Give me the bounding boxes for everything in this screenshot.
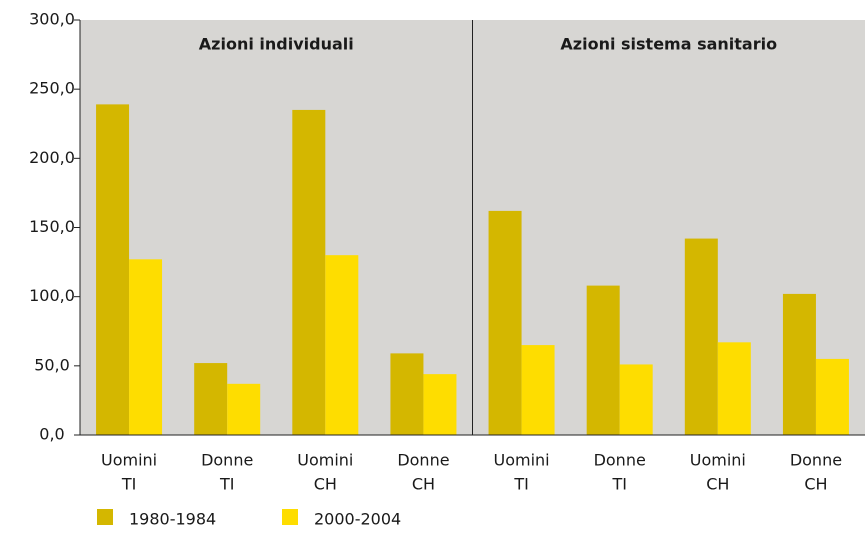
legend-swatch — [282, 509, 298, 525]
legend-label: 1980-1984 — [129, 510, 216, 529]
bar — [619, 364, 653, 435]
x-tick-label: Donne — [397, 451, 449, 470]
bar — [684, 238, 718, 435]
x-tick-label: TI — [513, 475, 529, 494]
x-tick-label: Uomini — [101, 451, 157, 470]
bar — [390, 353, 424, 435]
legend-swatch — [97, 509, 113, 525]
x-tick-label: Uomini — [297, 451, 353, 470]
bar — [325, 255, 359, 435]
x-tick-label: TI — [121, 475, 137, 494]
bar — [194, 363, 228, 435]
y-tick-label: 250,0 — [29, 79, 75, 98]
bar — [423, 374, 457, 435]
bar — [782, 293, 816, 435]
x-tick-label: CH — [412, 475, 435, 494]
x-tick-label: Donne — [201, 451, 253, 470]
panel-title: Azioni sistema sanitario — [560, 35, 777, 54]
bar — [96, 104, 130, 435]
x-tick-label: TI — [611, 475, 627, 494]
legend-label: 2000-2004 — [314, 510, 401, 529]
y-tick-label: 300,0 — [29, 10, 75, 29]
x-tick-label: CH — [314, 475, 337, 494]
y-tick-label: 100,0 — [29, 286, 75, 305]
x-tick-label: Donne — [594, 451, 646, 470]
bar — [129, 259, 163, 435]
bar — [227, 383, 261, 435]
bar — [717, 342, 751, 435]
x-tick-label: Donne — [790, 451, 842, 470]
bar — [815, 358, 849, 435]
bar — [488, 210, 522, 435]
x-tick-label: TI — [219, 475, 235, 494]
bar — [292, 109, 326, 436]
bar — [586, 285, 620, 435]
y-tick-label: 0,0 — [39, 425, 64, 444]
x-tick-label: Uomini — [690, 451, 746, 470]
y-tick-label: 150,0 — [29, 217, 75, 236]
y-tick-label: 200,0 — [29, 148, 75, 167]
y-tick-label: 50,0 — [34, 355, 70, 374]
bar — [521, 345, 555, 435]
x-tick-label: CH — [706, 475, 729, 494]
panel-title: Azioni individuali — [199, 35, 354, 54]
x-tick-label: CH — [804, 475, 827, 494]
x-tick-label: Uomini — [494, 451, 550, 470]
